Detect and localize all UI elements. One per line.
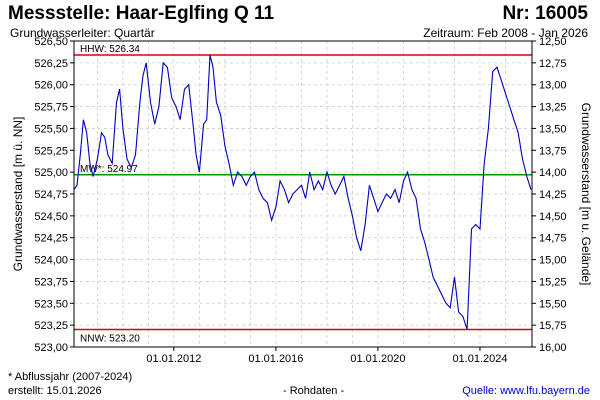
y-left-tick-label: 523,00	[34, 342, 68, 354]
y-left-tick-label: 526,50	[34, 36, 68, 48]
y-right-tick-label: 15,25	[539, 276, 567, 288]
reference-label-hhw: HHW: 526.34	[80, 44, 140, 55]
raw-data-label: - Rohdaten -	[283, 385, 345, 397]
created-date: erstellt: 15.01.2026	[8, 385, 102, 397]
y-left-tick-label: 526,25	[34, 58, 68, 70]
y-left-tick-label: 525,75	[34, 102, 68, 114]
station-number: Nr: 16005	[502, 3, 588, 24]
y-left-tick-label: 523,75	[34, 276, 68, 288]
y-axis-left-label: Grundwasserstand [m ü. NN]	[11, 117, 25, 272]
y-axis-right-label: Grundwasserstand [m u. Gelände]	[579, 103, 593, 286]
y-left-tick-label: 525,00	[34, 167, 68, 179]
page-title: Messstelle: Haar-Eglfing Q 11	[8, 3, 275, 24]
y-left-tick-label: 525,50	[34, 123, 68, 135]
x-tick-label: 01.01.2016	[248, 353, 303, 365]
y-axis-left: 523,00 523,25 523,50 523,75 524,00 524,25 524,…	[34, 36, 74, 354]
y-right-tick-label: 13,25	[539, 102, 567, 114]
y-left-tick-label: 525,25	[34, 145, 68, 157]
chart-grid	[74, 40, 532, 348]
footnote: * Abflussjahr (2007-2024)	[8, 371, 133, 383]
y-left-tick-label: 526,00	[34, 80, 68, 92]
y-left-tick-label: 524,25	[34, 233, 68, 245]
y-right-tick-label: 14,25	[539, 189, 567, 201]
y-left-tick-label: 524,00	[34, 255, 68, 267]
y-right-tick-label: 15,75	[539, 320, 567, 332]
y-right-tick-label: 14,00	[539, 167, 567, 179]
reference-label-mw: MW*: 524.97	[80, 164, 138, 175]
y-right-tick-label: 14,75	[539, 233, 567, 245]
y-left-tick-label: 523,50	[34, 298, 68, 310]
reference-label-nnw: NNW: 523.20	[80, 334, 140, 345]
x-tick-label: 01.01.2020	[350, 353, 405, 365]
x-axis: 01.01.2012 01.01.2016 01.01.2020 01.01.2024	[146, 347, 508, 365]
y-right-tick-label: 13,50	[539, 123, 567, 135]
y-right-tick-label: 13,00	[539, 80, 567, 92]
y-left-tick-label: 524,75	[34, 189, 68, 201]
y-right-tick-label: 15,50	[539, 298, 567, 310]
aquifer-label: Grundwasserleiter: Quartär	[10, 26, 155, 40]
y-right-tick-label: 14,50	[539, 211, 567, 223]
y-right-tick-label: 16,00	[539, 342, 567, 354]
y-axis-right: 12,50 12,75 13,00 13,25 13,50 13,75 14,00 14,25…	[532, 36, 567, 354]
y-right-tick-label: 12,75	[539, 58, 567, 70]
period-label: Zeitraum: Feb 2008 - Jan 2026	[423, 26, 588, 40]
y-left-tick-label: 523,25	[34, 320, 68, 332]
series-line	[73, 54, 532, 330]
y-right-tick-label: 15,00	[539, 255, 567, 267]
x-tick-label: 01.01.2024	[452, 353, 507, 365]
source-link[interactable]: Quelle: www.lfu.bayern.de	[462, 385, 590, 397]
x-tick-label: 01.01.2012	[146, 353, 201, 365]
y-right-tick-label: 13,75	[539, 145, 567, 157]
reference-lines: HHW: 526.34 MW*: 524.97 NNW: 523.20	[74, 44, 532, 345]
y-right-tick-label: 12,50	[539, 36, 567, 48]
y-left-tick-label: 524,50	[34, 211, 68, 223]
